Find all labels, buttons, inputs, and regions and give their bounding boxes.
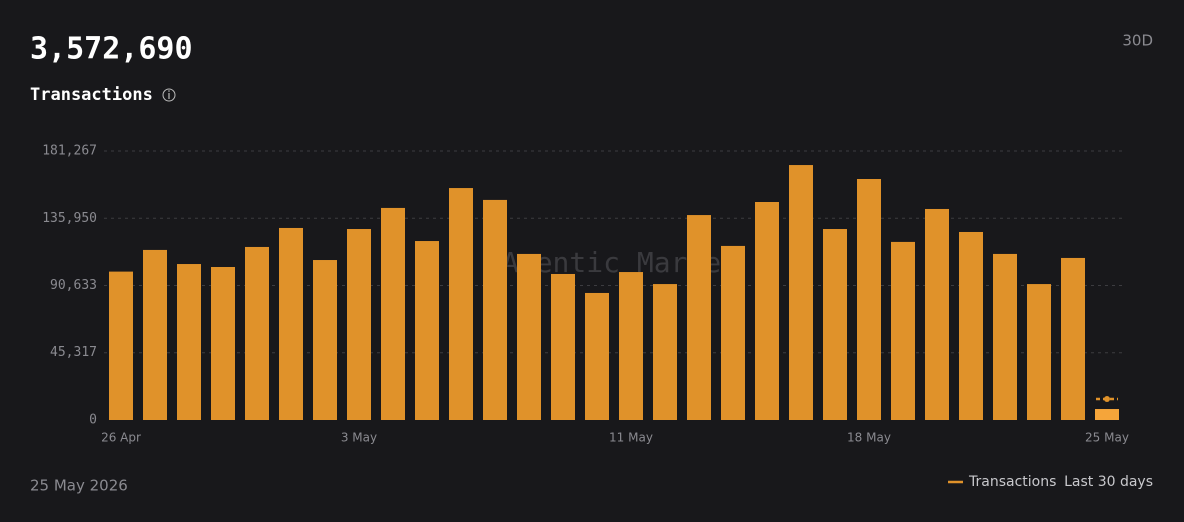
bar bbox=[959, 231, 983, 420]
bar bbox=[993, 253, 1017, 420]
x-tick-label: 11 May bbox=[609, 431, 653, 445]
bar bbox=[585, 292, 609, 420]
y-tick-label: 45,317 bbox=[50, 345, 97, 360]
bar bbox=[415, 241, 439, 420]
bar bbox=[755, 202, 779, 420]
x-tick-label: 18 May bbox=[847, 431, 891, 445]
footer-period: Last 30 days bbox=[1064, 474, 1153, 490]
legend-label: Transactions bbox=[968, 474, 1056, 490]
bar bbox=[1095, 409, 1119, 420]
bar bbox=[721, 245, 745, 420]
bar bbox=[517, 253, 541, 420]
bar bbox=[857, 178, 881, 420]
bar bbox=[177, 264, 201, 420]
x-tick-label: 25 May bbox=[1085, 431, 1129, 445]
bar bbox=[925, 208, 949, 420]
bar bbox=[619, 272, 643, 420]
bar bbox=[551, 273, 575, 420]
bar bbox=[279, 227, 303, 420]
total-value: 3,572,690 bbox=[30, 32, 193, 67]
range-button[interactable]: 30D bbox=[1122, 32, 1153, 50]
x-tick-label: 26 Apr bbox=[101, 431, 141, 445]
y-tick-label: 181,267 bbox=[42, 144, 97, 159]
bar bbox=[1061, 257, 1085, 420]
plot: Agentic Market045,31790,633135,950181,26… bbox=[42, 144, 1129, 445]
bar bbox=[313, 260, 337, 420]
metric-label: Transactions bbox=[30, 85, 153, 105]
bar bbox=[347, 229, 371, 420]
bar bbox=[1027, 284, 1051, 420]
footer-date: 25 May 2026 bbox=[30, 477, 128, 495]
bar bbox=[891, 241, 915, 420]
bar bbox=[823, 229, 847, 420]
bar bbox=[687, 215, 711, 420]
x-tick-label: 3 May bbox=[341, 431, 377, 445]
bar bbox=[381, 207, 405, 420]
bar bbox=[245, 246, 269, 420]
bar bbox=[109, 271, 133, 420]
hover-dot bbox=[1104, 396, 1110, 403]
y-tick-label: 0 bbox=[89, 413, 97, 428]
bar bbox=[483, 199, 507, 420]
y-tick-label: 90,633 bbox=[50, 278, 97, 293]
bar bbox=[143, 249, 167, 420]
y-tick-label: 135,950 bbox=[42, 211, 97, 226]
bar bbox=[653, 284, 677, 420]
info-icon[interactable] bbox=[162, 88, 176, 102]
bar bbox=[211, 266, 235, 420]
bar bbox=[449, 188, 473, 420]
bar bbox=[789, 165, 813, 420]
